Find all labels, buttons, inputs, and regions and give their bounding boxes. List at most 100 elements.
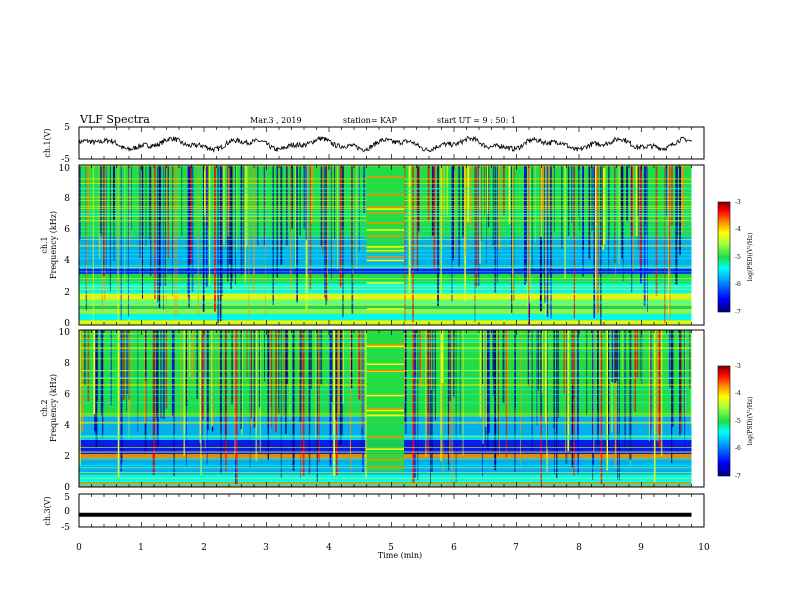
ch2-spectrogram-image <box>79 330 692 487</box>
spec1-streak <box>600 165 602 325</box>
x-tick-0: 0 <box>76 543 82 553</box>
spec1-streak <box>443 165 445 215</box>
spec1-streak <box>474 165 476 323</box>
spec1-streak <box>596 165 598 223</box>
spec1-streak <box>681 165 684 234</box>
spec2-streak <box>259 330 261 452</box>
spec1-streak <box>664 165 666 323</box>
x-tick-10: 10 <box>698 543 710 553</box>
station-label: station= KAP <box>343 116 398 125</box>
spec2-streak <box>127 330 128 395</box>
spec1-streak <box>164 165 167 287</box>
spec2-streak <box>649 330 650 442</box>
spec2-streak <box>494 330 497 471</box>
spec1-streak <box>534 165 536 243</box>
spec2-line <box>79 472 692 473</box>
spec2-streak <box>120 330 122 472</box>
spec2-streak <box>183 330 185 456</box>
ch1-spectrogram-ylabel-channel: ch.1 <box>40 236 49 253</box>
spec2-streak <box>671 330 673 394</box>
spec2-streak <box>607 330 610 450</box>
spec1-streak <box>92 165 94 324</box>
spec2-streak <box>425 330 427 457</box>
x-tick-9: 9 <box>638 543 644 553</box>
spec1-band <box>79 313 692 321</box>
spec1-line <box>79 301 692 303</box>
spec1-streak <box>508 165 511 225</box>
ch1-cb-tick-m5: -5 <box>735 254 741 261</box>
spec2-streak <box>329 330 332 467</box>
spec2-streak <box>331 330 333 402</box>
spec1-streak <box>452 165 454 261</box>
spec1-streak <box>582 165 584 277</box>
ch2-ytick-2: 2 <box>64 452 70 462</box>
spec1-line <box>79 257 692 259</box>
spec2-streak <box>110 330 112 406</box>
ch1-ytick-10: 10 <box>59 164 71 174</box>
spec1-streak <box>626 165 629 222</box>
spec1-quiet-line <box>366 208 404 210</box>
spec2-streak <box>225 330 227 471</box>
spec1-streak <box>540 165 542 238</box>
spec1-streak <box>588 165 591 259</box>
spec1-streak <box>475 165 477 288</box>
spec1-streak <box>531 165 533 272</box>
spec1-streak <box>322 165 324 254</box>
x-tick-5: 5 <box>388 543 394 553</box>
spec1-streak <box>214 165 216 312</box>
spec2-streak <box>617 330 619 480</box>
spec2-streak <box>255 330 258 462</box>
spec1-streak <box>478 165 481 264</box>
spec2-streak <box>520 330 521 468</box>
spec2-quiet-line <box>366 466 404 469</box>
spec2-streak <box>241 330 243 435</box>
spec1-streak <box>285 165 288 246</box>
spec2-streak <box>447 330 450 471</box>
spec1-streak <box>484 165 485 218</box>
spec2-streak <box>556 330 558 479</box>
spec1-streak <box>545 165 547 316</box>
spec2-streak <box>537 330 539 391</box>
spec1-quiet-line <box>366 206 404 208</box>
ch1-cb-tick-m4: -4 <box>735 226 741 233</box>
ch3-waveform-ylabel: ch.3(V) <box>43 496 52 525</box>
spec1-line <box>79 318 692 319</box>
spec1-streak <box>675 165 678 285</box>
x-tick-8: 8 <box>576 543 582 553</box>
spec1-line <box>79 265 692 267</box>
spec1-streak <box>620 165 623 223</box>
spec1-streak <box>451 165 453 302</box>
spec1-streak <box>671 165 673 226</box>
spec1-streak <box>176 165 178 315</box>
spec1-line <box>79 267 692 268</box>
spec2-streak <box>196 330 198 400</box>
spec2-streak <box>684 330 686 454</box>
spec2-quiet-line <box>366 370 404 372</box>
spec2-streak <box>298 330 300 414</box>
ch1-colorbar-scale <box>717 201 731 313</box>
spec2-streak <box>671 330 673 464</box>
spec1-streak <box>263 165 266 247</box>
spec1-band <box>79 320 692 325</box>
spec2-streak <box>611 330 614 383</box>
spec1-streak <box>668 165 671 269</box>
spec2-streak <box>338 330 340 414</box>
spec1-streak <box>337 165 338 270</box>
spec1-streak <box>330 165 332 280</box>
spec2-streak <box>482 330 484 444</box>
spec1-quiet-line <box>366 246 404 248</box>
spec2-streak <box>615 330 618 381</box>
spec1-streak <box>167 165 169 223</box>
spec1-streak <box>539 165 542 312</box>
spec2-streak <box>553 330 555 428</box>
spec2-streak <box>236 330 238 486</box>
spec2-streak <box>246 330 248 378</box>
ch2-cb-tick-m6: -6 <box>735 445 741 452</box>
spec2-streak <box>427 330 429 454</box>
spec2-quiet-line <box>366 436 404 438</box>
spec2-streak <box>292 330 295 471</box>
spec2-streak <box>656 330 659 442</box>
spec1-quiet-line <box>366 229 404 231</box>
spec1-streak <box>217 165 219 324</box>
spec2-streak <box>289 330 291 420</box>
